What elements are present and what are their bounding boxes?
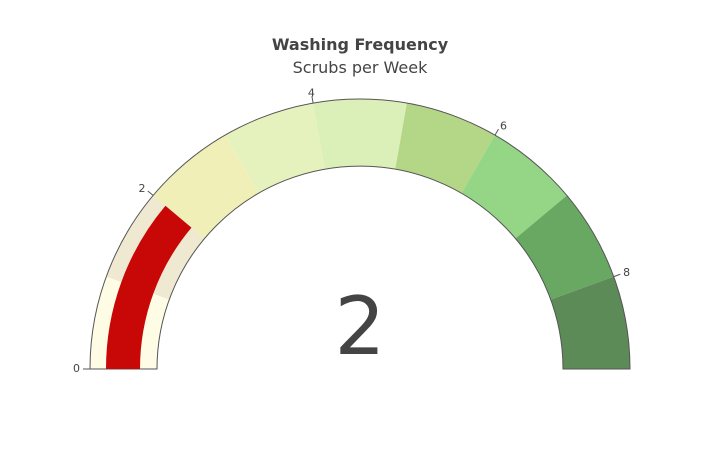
gauge-bands [90, 98, 630, 369]
tick-mark-8 [613, 273, 621, 278]
chart-subtitle: Scrubs per Week [293, 58, 428, 77]
chart-title: Washing Frequency [272, 35, 449, 54]
gauge-outline [89, 98, 631, 370]
gauge-band-2 [153, 135, 259, 239]
gauge-inner-band [140, 293, 170, 369]
gauge-value-label: 2 [335, 280, 386, 373]
gauge-band-8 [550, 276, 630, 369]
gauge-band-3 [225, 103, 325, 194]
gauge-ticks: 0 2 4 6 8 [73, 86, 630, 375]
tick-label-0: 0 [73, 362, 80, 375]
gauge-outline-arc [89, 98, 631, 370]
tick-label-8: 8 [623, 266, 630, 279]
gauge-band-6 [461, 135, 567, 239]
gauge-band-5 [395, 103, 495, 194]
tick-label-2: 2 [139, 182, 146, 195]
gauge-indicator [106, 205, 192, 369]
gauge-band-4 [313, 98, 407, 170]
gauge-indicator-bar [106, 205, 192, 369]
tick-mark-6 [494, 128, 499, 136]
tick-label-4: 4 [308, 86, 315, 99]
tick-mark-4 [311, 96, 314, 104]
tick-label-6: 6 [500, 120, 507, 133]
tick-mark-2 [147, 190, 154, 196]
gauge-band-7 [515, 195, 614, 300]
